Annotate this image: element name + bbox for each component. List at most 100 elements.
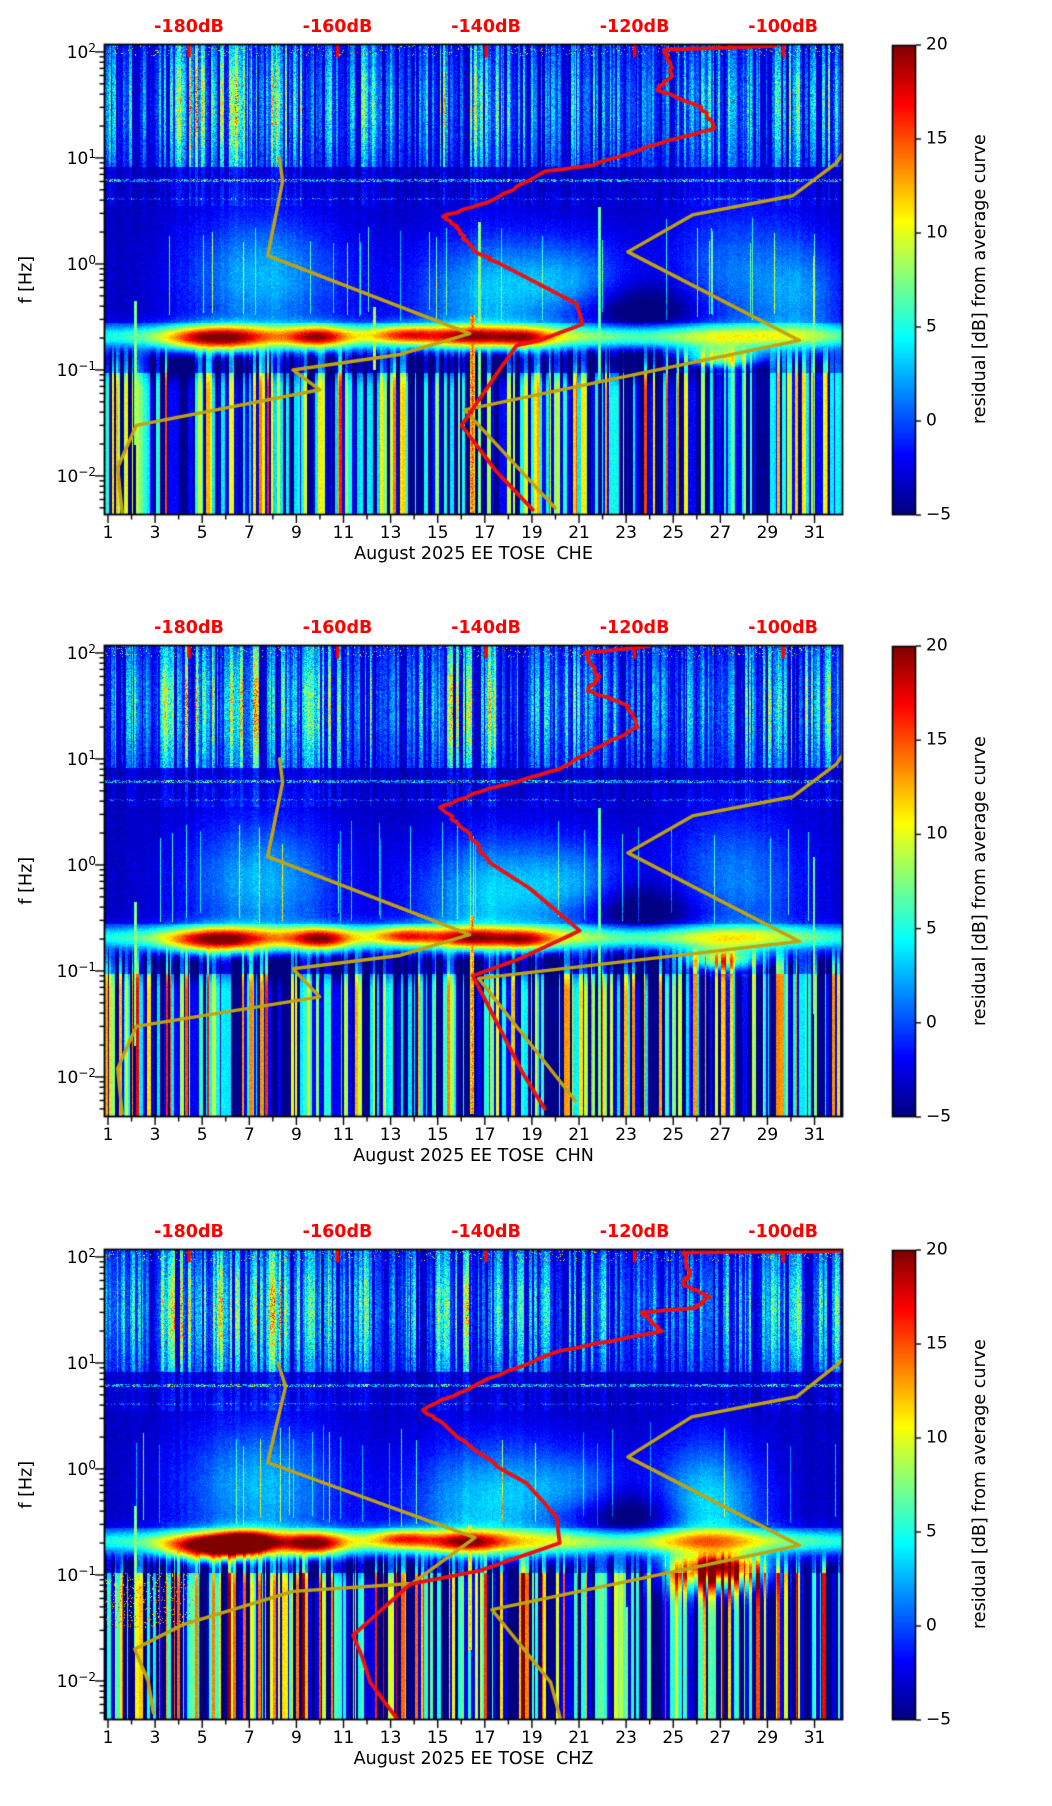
colorbar-tick-label: 20 bbox=[926, 1239, 948, 1260]
colorbar-tick-label: 5 bbox=[926, 316, 937, 337]
top-db-tick-label: -140dB bbox=[451, 17, 521, 37]
colorbar-tick-label: 20 bbox=[926, 635, 948, 656]
x-tick-label: 21 bbox=[568, 1125, 590, 1145]
x-tick-label: 29 bbox=[756, 523, 779, 543]
x-tick-label: 31 bbox=[803, 1125, 826, 1145]
x-tick-label: 27 bbox=[709, 1125, 732, 1145]
x-tick-label: 13 bbox=[379, 1125, 402, 1145]
spectrogram-canvas-chz bbox=[0, 1204, 1052, 1806]
colorbar-tick-label: 5 bbox=[926, 918, 937, 939]
x-tick-label: 7 bbox=[243, 1125, 255, 1145]
y-tick-label: 10−1 bbox=[56, 959, 96, 982]
x-tick-label: 19 bbox=[521, 1125, 543, 1145]
x-tick-label: 29 bbox=[756, 1125, 779, 1145]
x-tick-label: 7 bbox=[243, 523, 255, 543]
top-db-tick-label: -160dB bbox=[302, 618, 373, 638]
top-db-tick-label: -120dB bbox=[599, 17, 670, 37]
top-db-tick-label: -160dB bbox=[302, 17, 373, 37]
x-tick-label: 23 bbox=[615, 523, 637, 543]
y-tick-label: 101 bbox=[66, 747, 96, 770]
x-tick-label: 21 bbox=[568, 1728, 590, 1748]
x-tick-label: 13 bbox=[379, 523, 402, 543]
x-tick-label: 15 bbox=[426, 1125, 449, 1145]
x-tick-label: 11 bbox=[332, 1728, 355, 1748]
colorbar-tick-label: 0 bbox=[926, 1615, 937, 1636]
y-tick-label: 10−1 bbox=[56, 1563, 96, 1586]
colorbar-tick-label: 10 bbox=[926, 823, 948, 844]
x-tick-label: 27 bbox=[709, 1728, 732, 1748]
top-db-tick-label: -140dB bbox=[451, 618, 521, 638]
y-tick-label: 102 bbox=[66, 40, 96, 63]
top-db-tick-label: -100dB bbox=[748, 1222, 818, 1242]
colorbar-tick-label: −5 bbox=[926, 1709, 952, 1730]
x-tick-label: 11 bbox=[332, 1125, 355, 1145]
spectrogram-figure-chz: August 2025 EE TOSE CHZ f [Hz] residual … bbox=[0, 1204, 1052, 1806]
y-tick-label: 101 bbox=[66, 1351, 96, 1374]
spectrogram-figure-chn: August 2025 EE TOSE CHN f [Hz] residual … bbox=[0, 602, 1052, 1204]
colorbar-tick-label: 10 bbox=[926, 1427, 948, 1448]
top-db-tick-label: -160dB bbox=[302, 1222, 373, 1242]
top-db-tick-label: -120dB bbox=[599, 618, 670, 638]
top-db-tick-label: -180dB bbox=[154, 618, 224, 638]
y-tick-label: 10−2 bbox=[56, 1669, 96, 1692]
x-axis-title: August 2025 EE TOSE CHE bbox=[354, 544, 593, 564]
colorbar-tick-label: 0 bbox=[926, 1012, 937, 1033]
top-db-tick-label: -120dB bbox=[599, 1222, 670, 1242]
y-axis-label: f [Hz] bbox=[16, 1460, 37, 1509]
x-tick-label: 17 bbox=[473, 1125, 496, 1145]
colorbar-tick-label: 10 bbox=[926, 222, 948, 243]
x-tick-label: 29 bbox=[756, 1728, 779, 1748]
x-tick-label: 23 bbox=[615, 1728, 637, 1748]
colorbar-tick-label: 15 bbox=[926, 128, 948, 149]
x-tick-label: 19 bbox=[521, 523, 543, 543]
top-db-tick-label: -100dB bbox=[748, 17, 818, 37]
y-tick-label: 100 bbox=[66, 853, 96, 876]
x-tick-label: 5 bbox=[196, 1728, 208, 1748]
x-tick-label: 15 bbox=[426, 1728, 449, 1748]
colorbar-label: residual [dB] from average curve bbox=[970, 1339, 990, 1630]
x-tick-label: 3 bbox=[149, 523, 161, 543]
x-tick-label: 27 bbox=[709, 523, 732, 543]
y-tick-label: 10−1 bbox=[56, 358, 96, 381]
colorbar-tick-label: −5 bbox=[926, 504, 952, 525]
x-tick-label: 25 bbox=[662, 523, 685, 543]
x-axis-title: August 2025 EE TOSE CHN bbox=[353, 1146, 594, 1166]
x-tick-label: 9 bbox=[290, 1728, 302, 1748]
top-db-tick-label: -180dB bbox=[154, 17, 224, 37]
spectrogram-canvas-chn bbox=[0, 602, 1052, 1204]
x-tick-label: 5 bbox=[196, 523, 208, 543]
colorbar-tick-label: 5 bbox=[926, 1521, 937, 1542]
x-tick-label: 21 bbox=[568, 523, 590, 543]
colorbar-tick-label: 20 bbox=[926, 34, 948, 55]
spectrogram-canvas-che bbox=[0, 0, 1052, 602]
colorbar-label: residual [dB] from average curve bbox=[970, 134, 990, 425]
x-tick-label: 31 bbox=[803, 1728, 826, 1748]
y-tick-label: 102 bbox=[66, 1245, 96, 1268]
y-tick-label: 10−2 bbox=[56, 464, 96, 487]
x-tick-label: 3 bbox=[149, 1125, 161, 1145]
colorbar-label: residual [dB] from average curve bbox=[970, 736, 990, 1026]
top-db-tick-label: -100dB bbox=[748, 618, 818, 638]
y-axis-label: f [Hz] bbox=[16, 255, 37, 304]
x-tick-label: 1 bbox=[102, 1125, 114, 1145]
x-tick-label: 9 bbox=[290, 523, 302, 543]
y-tick-label: 100 bbox=[66, 1457, 96, 1480]
x-tick-label: 1 bbox=[102, 523, 114, 543]
x-tick-label: 7 bbox=[243, 1728, 255, 1748]
x-tick-label: 19 bbox=[521, 1728, 543, 1748]
x-axis-title: August 2025 EE TOSE CHZ bbox=[353, 1749, 594, 1769]
x-tick-label: 1 bbox=[102, 1728, 114, 1748]
y-tick-label: 100 bbox=[66, 252, 96, 275]
colorbar-tick-label: 0 bbox=[926, 410, 937, 431]
colorbar-tick-label: 15 bbox=[926, 1333, 948, 1354]
x-tick-label: 15 bbox=[426, 523, 449, 543]
x-tick-label: 17 bbox=[473, 523, 496, 543]
y-tick-label: 10−2 bbox=[56, 1065, 96, 1088]
x-tick-label: 25 bbox=[662, 1728, 685, 1748]
x-tick-label: 31 bbox=[803, 523, 826, 543]
colorbar-tick-label: 15 bbox=[926, 729, 948, 750]
x-tick-label: 11 bbox=[332, 523, 355, 543]
x-tick-label: 5 bbox=[196, 1125, 208, 1145]
top-db-tick-label: -140dB bbox=[451, 1222, 521, 1242]
